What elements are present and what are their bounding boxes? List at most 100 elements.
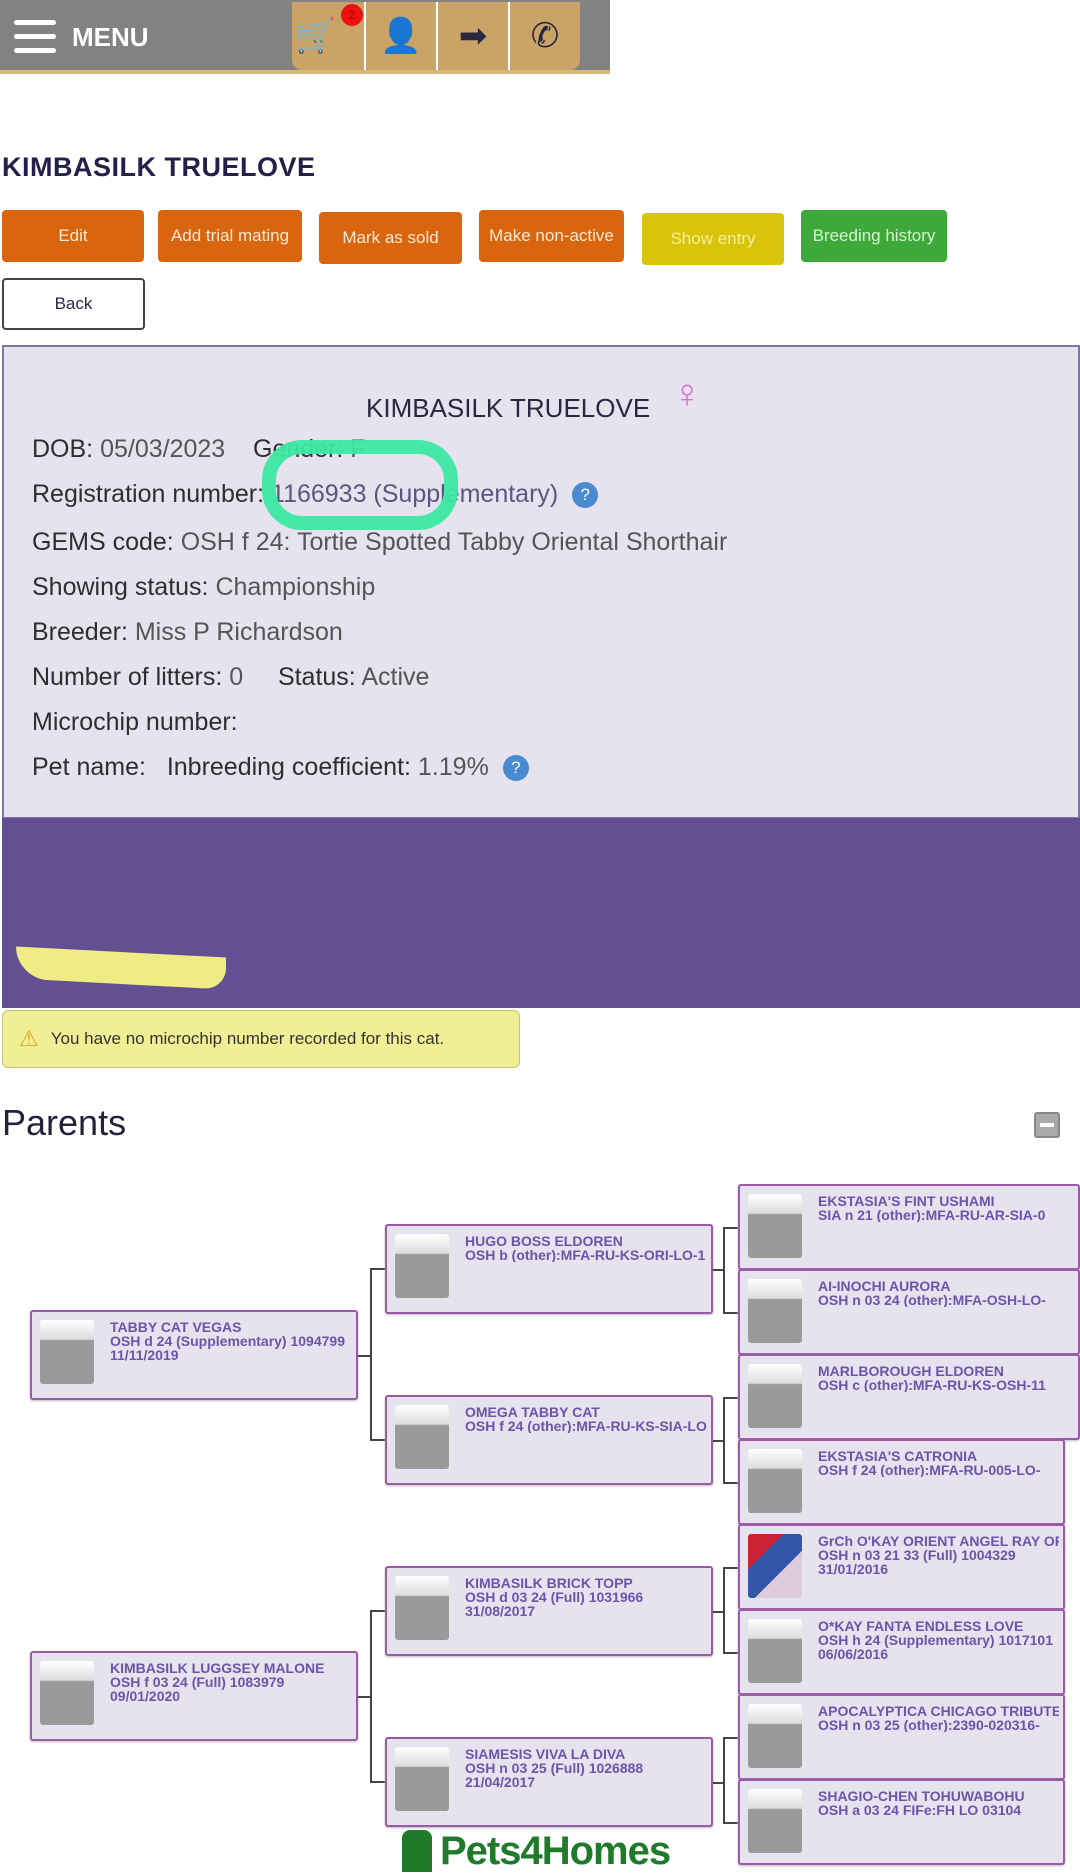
pedigree-name: OMEGA TABBY CAT xyxy=(465,1405,600,1420)
pedigree-name: KIMBASILK LUGGSEY MALONE xyxy=(110,1661,325,1676)
watermark-logo-icon xyxy=(402,1830,432,1872)
back-button[interactable]: Back xyxy=(2,278,145,330)
pedigree-card-text: SHAGIO-CHEN TOHUWABOHU OSH a 03 24 FIFe:F… xyxy=(818,1789,1059,1817)
registration-label: Registration number: xyxy=(32,480,265,508)
make-non-active-button[interactable]: Make non-active xyxy=(479,210,624,262)
pedigree-connector xyxy=(370,1268,385,1270)
cart-badge: 2 xyxy=(341,4,363,26)
pedigree-name: KIMBASILK BRICK TOPP xyxy=(465,1576,633,1591)
pedigree-line2: OSH a 03 24 FIFe:FH LO 03104 xyxy=(818,1802,1022,1817)
pedigree-card[interactable]: OMEGA TABBY CAT OSH f 24 (other):MFA-RU-K… xyxy=(385,1395,713,1485)
pedigree-connector xyxy=(723,1652,738,1654)
litters-label: Number of litters: xyxy=(32,663,223,691)
pedigree-line2: OSH f 03 24 (Full) 1083979 xyxy=(110,1674,285,1690)
cat-photo-placeholder xyxy=(748,1704,802,1768)
pedigree-card-text: AI-INOCHI AURORA OSH n 03 24 (other):MFA-… xyxy=(818,1279,1074,1307)
cat-details-panel xyxy=(2,345,1080,819)
pedigree-line2: OSH f 24 (other):MFA-RU-005-LO- xyxy=(818,1462,1041,1477)
add-trial-mating-button[interactable]: Add trial mating xyxy=(158,210,302,262)
showing-label: Showing status: xyxy=(32,573,209,601)
gems-label: GEMS code: xyxy=(32,528,174,556)
logout-icon[interactable]: ➡ xyxy=(438,2,510,70)
pedigree-card[interactable]: MARLBOROUGH ELDOREN OSH c (other):MFA-RU-… xyxy=(738,1354,1080,1440)
contact-icon[interactable]: ✆ xyxy=(530,17,560,55)
pedigree-connector xyxy=(370,1610,385,1612)
microchip-row: Microchip number: xyxy=(32,708,238,737)
gems-value: OSH f 24: Tortie Spotted Tabby Oriental … xyxy=(180,528,728,556)
pedigree-connector xyxy=(723,1737,738,1739)
pedigree-connector xyxy=(370,1610,372,1781)
mark-as-sold-button[interactable]: Mark as sold xyxy=(319,212,462,264)
pedigree-name: AI-INOCHI AURORA xyxy=(818,1279,951,1294)
litters-row: Number of litters: 0 Status: Active xyxy=(32,663,429,692)
pedigree-connector xyxy=(723,1227,738,1229)
pedigree-connector xyxy=(723,1482,738,1484)
pedigree-line2: OSH d 24 (Supplementary) 1094799 xyxy=(110,1333,345,1349)
pedigree-card[interactable]: EKSTASIA'S FINT USHAMI SIA n 21 (other):M… xyxy=(738,1184,1080,1270)
cat-photo-placeholder xyxy=(40,1661,94,1725)
help-icon[interactable]: ? xyxy=(502,755,529,782)
pedigree-card-text: KIMBASILK BRICK TOPP OSH d 03 24 (Full) 1… xyxy=(465,1576,707,1618)
breeder-label: Breeder: xyxy=(32,618,128,646)
pedigree-connector xyxy=(358,1696,370,1698)
help-icon[interactable]: ? xyxy=(572,482,599,509)
hamburger-menu-icon[interactable] xyxy=(14,20,56,54)
parents-heading: Parents xyxy=(2,1102,127,1143)
pedigree-connector xyxy=(370,1268,372,1439)
cart-icon[interactable]: 🛒 xyxy=(294,17,337,55)
inbreeding-label: Inbreeding coefficient: xyxy=(166,753,411,781)
microchip-warning: ⚠ You have no microchip number recorded f… xyxy=(2,1010,520,1068)
pedigree-connector xyxy=(723,1397,725,1482)
pedigree-line3: 31/01/2016 xyxy=(818,1561,889,1576)
collapse-icon[interactable] xyxy=(1034,1112,1060,1138)
pedigree-card[interactable]: SHAGIO-CHEN TOHUWABOHU OSH a 03 24 FIFe:F… xyxy=(738,1779,1065,1865)
pedigree-line3: 31/08/2017 xyxy=(465,1603,536,1618)
show-entry-button[interactable]: Show entry xyxy=(642,213,784,265)
cat-photo-placeholder xyxy=(395,1747,449,1811)
pedigree-line2: OSH f 24 (other):MFA-RU-KS-SIA-LO xyxy=(465,1418,707,1433)
pedigree-card[interactable]: HUGO BOSS ELDOREN OSH b (other):MFA-RU-KS… xyxy=(385,1224,713,1314)
highlight-circle-annotation xyxy=(262,440,458,530)
pedigree-card[interactable]: APOCALYPTICA CHICAGO TRIBUTE OSH n 03 25 … xyxy=(738,1694,1065,1780)
pedigree-card-text: O*KAY FANTA ENDLESS LOVE OSH h 24 (Supple… xyxy=(818,1619,1059,1661)
pedigree-name: SHAGIO-CHEN TOHUWABOHU xyxy=(818,1789,1025,1804)
inbreeding-value: 1.19% xyxy=(417,753,489,781)
pedigree-connector xyxy=(370,1439,385,1441)
pedigree-line2: OSH n 03 21 33 (Full) 1004329 xyxy=(818,1547,1016,1563)
pedigree-card[interactable]: AI-INOCHI AURORA OSH n 03 24 (other):MFA-… xyxy=(738,1269,1080,1355)
pedigree-connector xyxy=(723,1737,725,1822)
pedigree-line2: OSH c (other):MFA-RU-KS-OSH-11 xyxy=(818,1377,1046,1392)
pedigree-name: HUGO BOSS ELDOREN xyxy=(465,1234,623,1249)
pedigree-card-text: GrCh O'KAY ORIENT ANGEL RAY OF OSH n 03 2… xyxy=(818,1534,1059,1576)
cat-name: KIMBASILK TRUELOVE xyxy=(366,393,651,423)
pedigree-connector xyxy=(723,1567,738,1569)
page-title: KIMBASILK TRUELOVE xyxy=(2,152,316,182)
pedigree-connector xyxy=(723,1312,738,1314)
pedigree-card-text: SIAMESIS VIVA LA DIVA OSH n 03 25 (Full) … xyxy=(465,1747,707,1789)
cat-photo-placeholder xyxy=(748,1279,802,1343)
breeding-history-button[interactable]: Breeding history xyxy=(801,210,947,262)
cat-photo-placeholder xyxy=(748,1364,802,1428)
pedigree-card[interactable]: GrCh O'KAY ORIENT ANGEL RAY OF OSH n 03 2… xyxy=(738,1524,1065,1610)
pedigree-card[interactable]: TABBY CAT VEGAS OSH d 24 (Supplementary) … xyxy=(30,1310,358,1400)
status-label: Status: xyxy=(277,663,356,691)
pedigree-card[interactable]: EKSTASIA'S CATRONIA OSH f 24 (other):MFA-… xyxy=(738,1439,1065,1525)
edit-button[interactable]: Edit xyxy=(2,210,144,262)
pedigree-card[interactable]: KIMBASILK LUGGSEY MALONE OSH f 03 24 (Ful… xyxy=(30,1651,358,1741)
menu-label[interactable]: MENU xyxy=(72,22,149,52)
header-icon-group: 🛒 2 👤 ➡ ✆ xyxy=(292,2,580,70)
cat-photo-placeholder xyxy=(748,1449,802,1513)
cat-photo-placeholder xyxy=(40,1320,94,1384)
pedigree-connector xyxy=(723,1227,725,1312)
pedigree-line3: 09/01/2020 xyxy=(110,1688,181,1703)
cat-photo-placeholder xyxy=(748,1789,802,1853)
profile-icon[interactable]: 👤 xyxy=(366,2,438,70)
pedigree-card[interactable]: O*KAY FANTA ENDLESS LOVE OSH h 24 (Supple… xyxy=(738,1609,1065,1695)
cart-button[interactable]: 🛒 2 xyxy=(292,2,366,70)
pedigree-card[interactable]: KIMBASILK BRICK TOPP OSH d 03 24 (Full) 1… xyxy=(385,1566,713,1656)
pedigree-card-text: EKSTASIA'S FINT USHAMI SIA n 21 (other):M… xyxy=(818,1194,1074,1222)
pedigree-card[interactable]: SIAMESIS VIVA LA DIVA OSH n 03 25 (Full) … xyxy=(385,1737,713,1827)
pet-name-label: Pet name: xyxy=(32,753,146,781)
pedigree-connector xyxy=(723,1567,725,1652)
pedigree-name: GrCh O'KAY ORIENT ANGEL RAY OF xyxy=(818,1534,1059,1549)
